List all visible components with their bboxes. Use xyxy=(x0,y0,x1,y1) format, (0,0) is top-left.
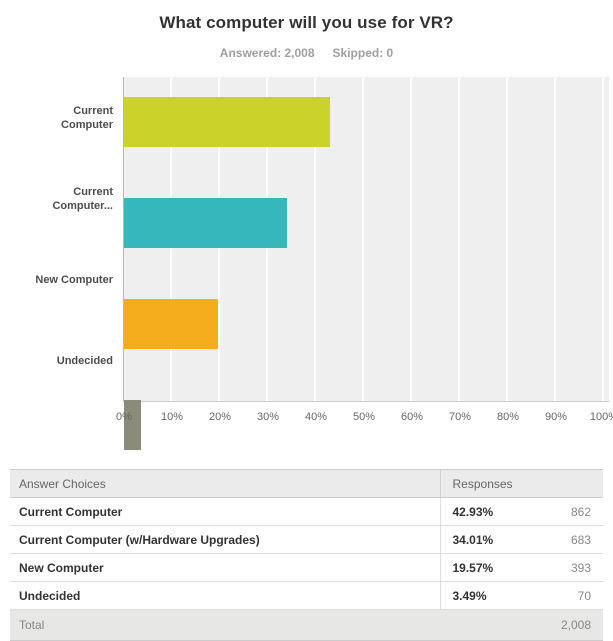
x-axis-tick: 70% xyxy=(448,411,472,423)
response-percent: 34.01% xyxy=(439,525,530,554)
table-row: Undecided 3.49% 70 xyxy=(10,581,603,610)
column-header-responses: Responses xyxy=(439,469,603,498)
bar-current-computer-upgrades[interactable] xyxy=(124,198,288,248)
category-label: Undecided xyxy=(56,354,113,367)
x-axis-tick: 40% xyxy=(304,411,328,423)
total-row: Total 2,008 xyxy=(10,609,603,641)
response-count: 683 xyxy=(530,525,603,554)
x-axis-tick: 80% xyxy=(496,411,520,423)
answer-label: Current Computer (w/Hardware Upgrades) xyxy=(10,525,440,554)
x-axis-tick: 100% xyxy=(589,411,613,423)
column-header-answer-choices: Answer Choices xyxy=(10,469,440,498)
plot-area xyxy=(123,77,609,450)
answer-label: Current Computer xyxy=(10,497,440,526)
response-count: 862 xyxy=(530,497,603,526)
response-percent: 19.57% xyxy=(439,553,530,582)
category-label: Current Computer xyxy=(61,104,113,131)
y-axis-labels: Current Computer Current Computer... New… xyxy=(0,77,123,402)
x-axis-tick: 10% xyxy=(160,411,184,423)
skipped-count: Skipped: 0 xyxy=(332,46,394,60)
x-axis-tick: 60% xyxy=(400,411,424,423)
bar-new-computer[interactable] xyxy=(124,299,218,349)
table-row: Current Computer 42.93% 862 xyxy=(10,497,603,526)
results-table: Answer Choices Responses Current Compute… xyxy=(10,469,603,641)
response-count: 393 xyxy=(530,553,603,582)
response-summary: Answered: 2,008 Skipped: 0 xyxy=(0,46,613,60)
category-label: New Computer xyxy=(35,273,113,286)
bar-current-computer[interactable] xyxy=(124,97,331,147)
answer-label: New Computer xyxy=(10,553,440,582)
response-count: 70 xyxy=(530,581,603,610)
x-axis-tick: 30% xyxy=(256,411,280,423)
response-percent: 42.93% xyxy=(439,497,530,526)
x-axis: 0% 10% 20% 30% 40% 50% 60% 70% 80% 90% 1… xyxy=(116,411,613,425)
x-axis-tick: 20% xyxy=(208,411,232,423)
table-row: Current Computer (w/Hardware Upgrades) 3… xyxy=(10,525,603,554)
total-value: 2,008 xyxy=(440,609,603,641)
total-label: Total xyxy=(10,609,440,641)
bar-chart: Current Computer Current Computer... New… xyxy=(0,77,613,450)
bar-undecided[interactable] xyxy=(124,400,141,450)
page-title: What computer will you use for VR? xyxy=(159,13,454,32)
x-axis-tick: 50% xyxy=(352,411,376,423)
answer-label: Undecided xyxy=(10,581,440,610)
answered-count: Answered: 2,008 xyxy=(219,46,315,60)
response-percent: 3.49% xyxy=(439,581,530,610)
category-label: Current Computer... xyxy=(52,185,113,212)
table-header-row: Answer Choices Responses xyxy=(10,469,603,498)
table-row: New Computer 19.57% 393 xyxy=(10,553,603,582)
x-axis-tick: 0% xyxy=(116,411,132,423)
x-axis-tick: 90% xyxy=(544,411,568,423)
